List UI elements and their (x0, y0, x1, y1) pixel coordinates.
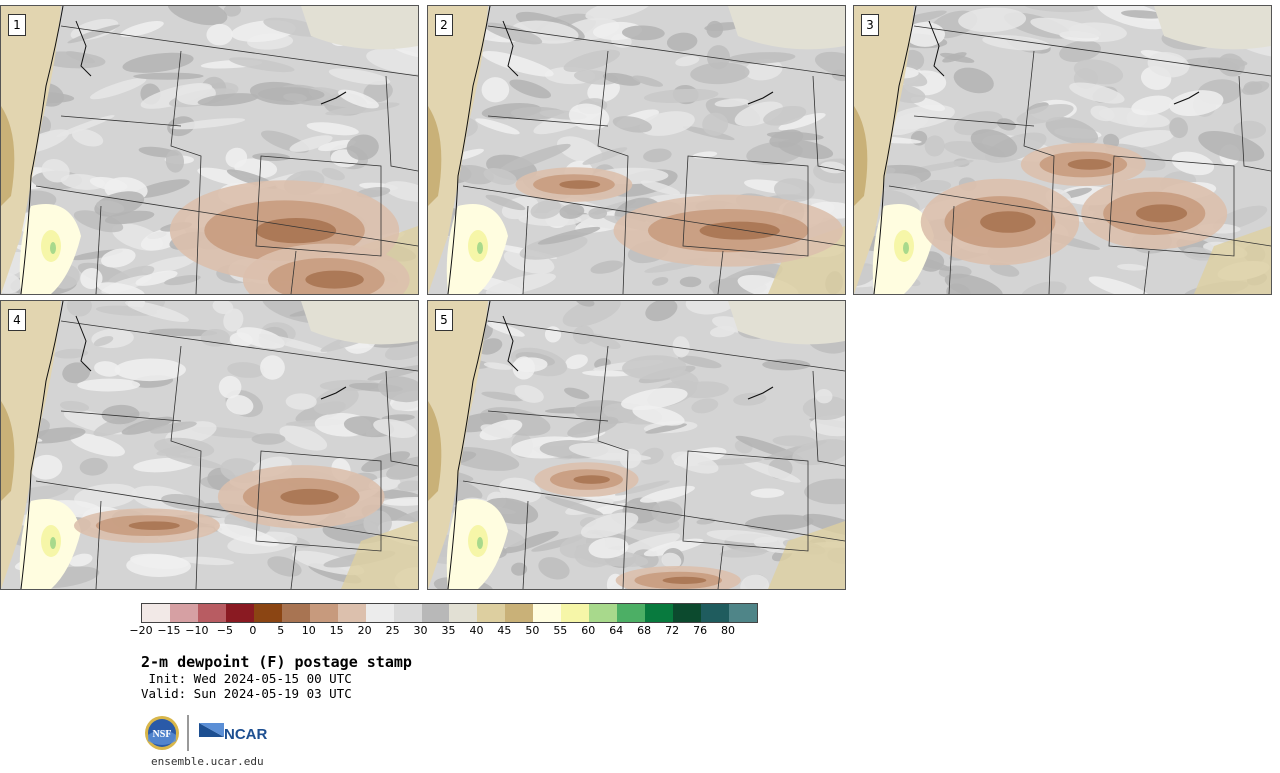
colorbar-swatch (365, 604, 394, 622)
colorbar-tick-label: 15 (329, 624, 344, 637)
colorbar-tick-label: 10 (301, 624, 316, 637)
lake-sakakawea (747, 91, 774, 105)
colorbar-tick-label: 76 (693, 624, 708, 637)
colorbar-swatch (421, 604, 450, 622)
colorbar-swatch (673, 604, 702, 622)
init-time: Init: Wed 2024-05-15 00 UTC (141, 671, 352, 686)
colorbar-tick-label: 72 (665, 624, 680, 637)
colorbar-tick-label: 20 (357, 624, 372, 637)
pacific-coastline (20, 6, 64, 294)
canada-region (728, 301, 845, 345)
postage-stamp-map-3: 3 (853, 5, 1272, 295)
colorbar-swatch (729, 604, 757, 622)
canada-region (301, 6, 418, 50)
colorbar-tick-label: −15 (157, 624, 181, 637)
ncar-logo: NCAR (199, 723, 267, 743)
colorbar-tick-label: 68 (637, 624, 652, 637)
postage-stamp-map-4: 4 (0, 300, 419, 590)
colorbar-swatch (617, 604, 646, 622)
lake-sakakawea (747, 386, 774, 400)
website-url: ensemble.ucar.edu (151, 755, 264, 768)
nsf-logo: NSF (145, 716, 179, 750)
colorbar-swatch (142, 604, 170, 622)
colorbar-tick-label: 30 (413, 624, 428, 637)
pacific-ocean-region (1, 6, 61, 294)
state-borders (462, 320, 845, 589)
state-borders (35, 320, 418, 589)
colorbar-tick-label: 5 (277, 624, 285, 637)
pacific-coastline (873, 6, 917, 294)
member-label-5: 5 (435, 309, 453, 331)
colorbar-tick-label: −10 (185, 624, 209, 637)
colorbar-tick-label: 0 (249, 624, 257, 637)
puget-sound (75, 20, 92, 77)
state-borders (462, 25, 845, 294)
canada-region (728, 6, 845, 50)
colorbar-swatch (533, 604, 562, 622)
nsf-ncar-logos: NSF NCAR (145, 715, 267, 751)
colorbar-swatch (225, 604, 254, 622)
dry-air-region (534, 462, 741, 589)
colorbar-swatch (477, 604, 506, 622)
colorbar-swatch (449, 604, 478, 622)
dry-air-region (169, 180, 410, 294)
member-label-4: 4 (8, 309, 26, 331)
svg-text:NSF: NSF (153, 729, 172, 740)
member-label-2: 2 (435, 14, 453, 36)
pacific-ocean-region (854, 6, 914, 294)
colorbar-swatch (645, 604, 674, 622)
dry-air-region (920, 142, 1228, 266)
state-borders (35, 25, 418, 294)
state-borders (888, 25, 1271, 294)
dewpoint-colorbar (141, 603, 758, 623)
colorbar-swatch (393, 604, 422, 622)
lake-sakakawea (320, 91, 347, 105)
postage-stamp-map-1: 1 (0, 5, 419, 295)
chart-title: 2-m dewpoint (F) postage stamp (141, 653, 412, 671)
colorbar-tick-label: 60 (581, 624, 596, 637)
postage-stamp-map-5: 5 (427, 300, 846, 590)
member-label-3: 3 (861, 14, 879, 36)
canada-region (1154, 6, 1271, 50)
colorbar-tick-label: 55 (553, 624, 568, 637)
pacific-coastline (447, 301, 491, 589)
colorbar-tick-label: 45 (497, 624, 512, 637)
colorbar-swatch (337, 604, 366, 622)
colorbar-tick-label: −20 (129, 624, 153, 637)
pacific-coastline (447, 6, 491, 294)
dry-air-region (515, 167, 843, 267)
colorbar-swatch (589, 604, 618, 622)
colorbar-swatch (309, 604, 338, 622)
colorbar-tick-label: 25 (385, 624, 400, 637)
colorbar-swatch (561, 604, 590, 622)
lake-sakakawea (1173, 91, 1200, 105)
colorbar-swatch (701, 604, 730, 622)
svg-text:NCAR: NCAR (224, 726, 267, 743)
puget-sound (75, 315, 92, 372)
puget-sound (502, 315, 519, 372)
colorbar-tick-label: 80 (721, 624, 736, 637)
puget-sound (928, 20, 945, 77)
colorbar-tick-labels: −20 −15 −10 −5 0 5 10 15 20 25 30 35 40 45 50 55 60 64 68 7… (129, 624, 756, 638)
pacific-ocean-region (1, 301, 61, 589)
postage-stamp-map-2: 2 (427, 5, 846, 295)
pacific-ocean-region (428, 301, 488, 589)
colorbar-tick-label: 40 (469, 624, 484, 637)
colorbar-tick-label: 50 (525, 624, 540, 637)
colorbar-tick-label: −5 (216, 624, 233, 637)
colorbar-swatch (505, 604, 534, 622)
colorbar-tick-label: 35 (441, 624, 456, 637)
pacific-ocean-region (428, 6, 488, 294)
colorbar-swatch (281, 604, 310, 622)
colorbar-tick-label: 64 (609, 624, 624, 637)
puget-sound (502, 20, 519, 77)
pacific-coastline (20, 301, 64, 589)
member-label-1: 1 (8, 14, 26, 36)
colorbar-swatch (169, 604, 198, 622)
colorbar-swatch (197, 604, 226, 622)
valid-time: Valid: Sun 2024-05-19 03 UTC (141, 686, 352, 701)
colorbar-swatch (253, 604, 282, 622)
canada-region (301, 301, 418, 345)
lake-sakakawea (320, 386, 347, 400)
